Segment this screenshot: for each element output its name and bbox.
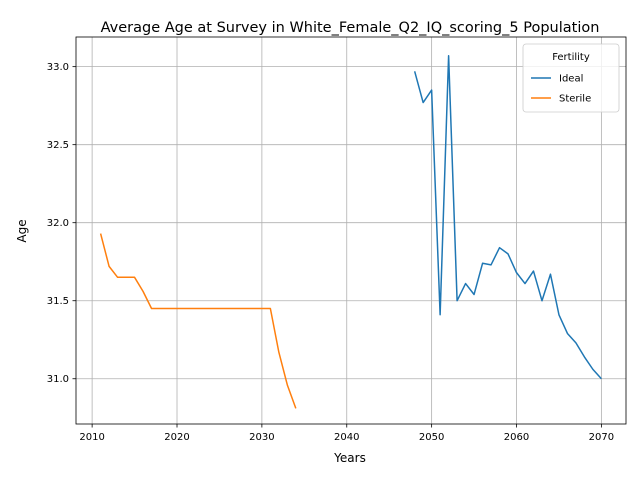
y-tick-label: 32.5 (47, 140, 69, 151)
x-tick-label: 2060 (504, 432, 529, 443)
legend-label-sterile: Sterile (559, 94, 591, 105)
x-tick-label: 2030 (249, 432, 274, 443)
y-tick-label: 31.5 (47, 296, 69, 307)
y-tick-label: 31.0 (47, 374, 69, 385)
x-tick-label: 2040 (334, 432, 359, 443)
legend: Fertility Ideal Sterile (522, 43, 620, 113)
legend-box (522, 43, 620, 113)
series-line-ideal (413, 54, 602, 380)
x-tick-label: 2020 (164, 432, 189, 443)
y-tick-label: 32.0 (47, 218, 69, 229)
grid (76, 37, 626, 424)
plot-area-frame (75, 36, 627, 425)
x-tick-label: 2070 (589, 432, 614, 443)
legend-label-ideal: Ideal (559, 74, 583, 85)
x-tick-label: 2050 (419, 432, 444, 443)
y-axis-label: Age (15, 219, 29, 242)
series-lines (99, 54, 602, 409)
x-axis-label: Years (333, 451, 366, 465)
axis-ticks: 2010 2020 2030 2040 2050 2060 2070 31.0 31.5 32.0… (47, 62, 614, 443)
chart-title: Average Age at Survey in White_Female_Q2… (101, 20, 600, 36)
x-tick-label: 2010 (79, 432, 104, 443)
series-line-sterile (99, 233, 297, 409)
y-tick-label: 33.0 (47, 62, 69, 73)
legend-title: Fertility (552, 52, 590, 63)
